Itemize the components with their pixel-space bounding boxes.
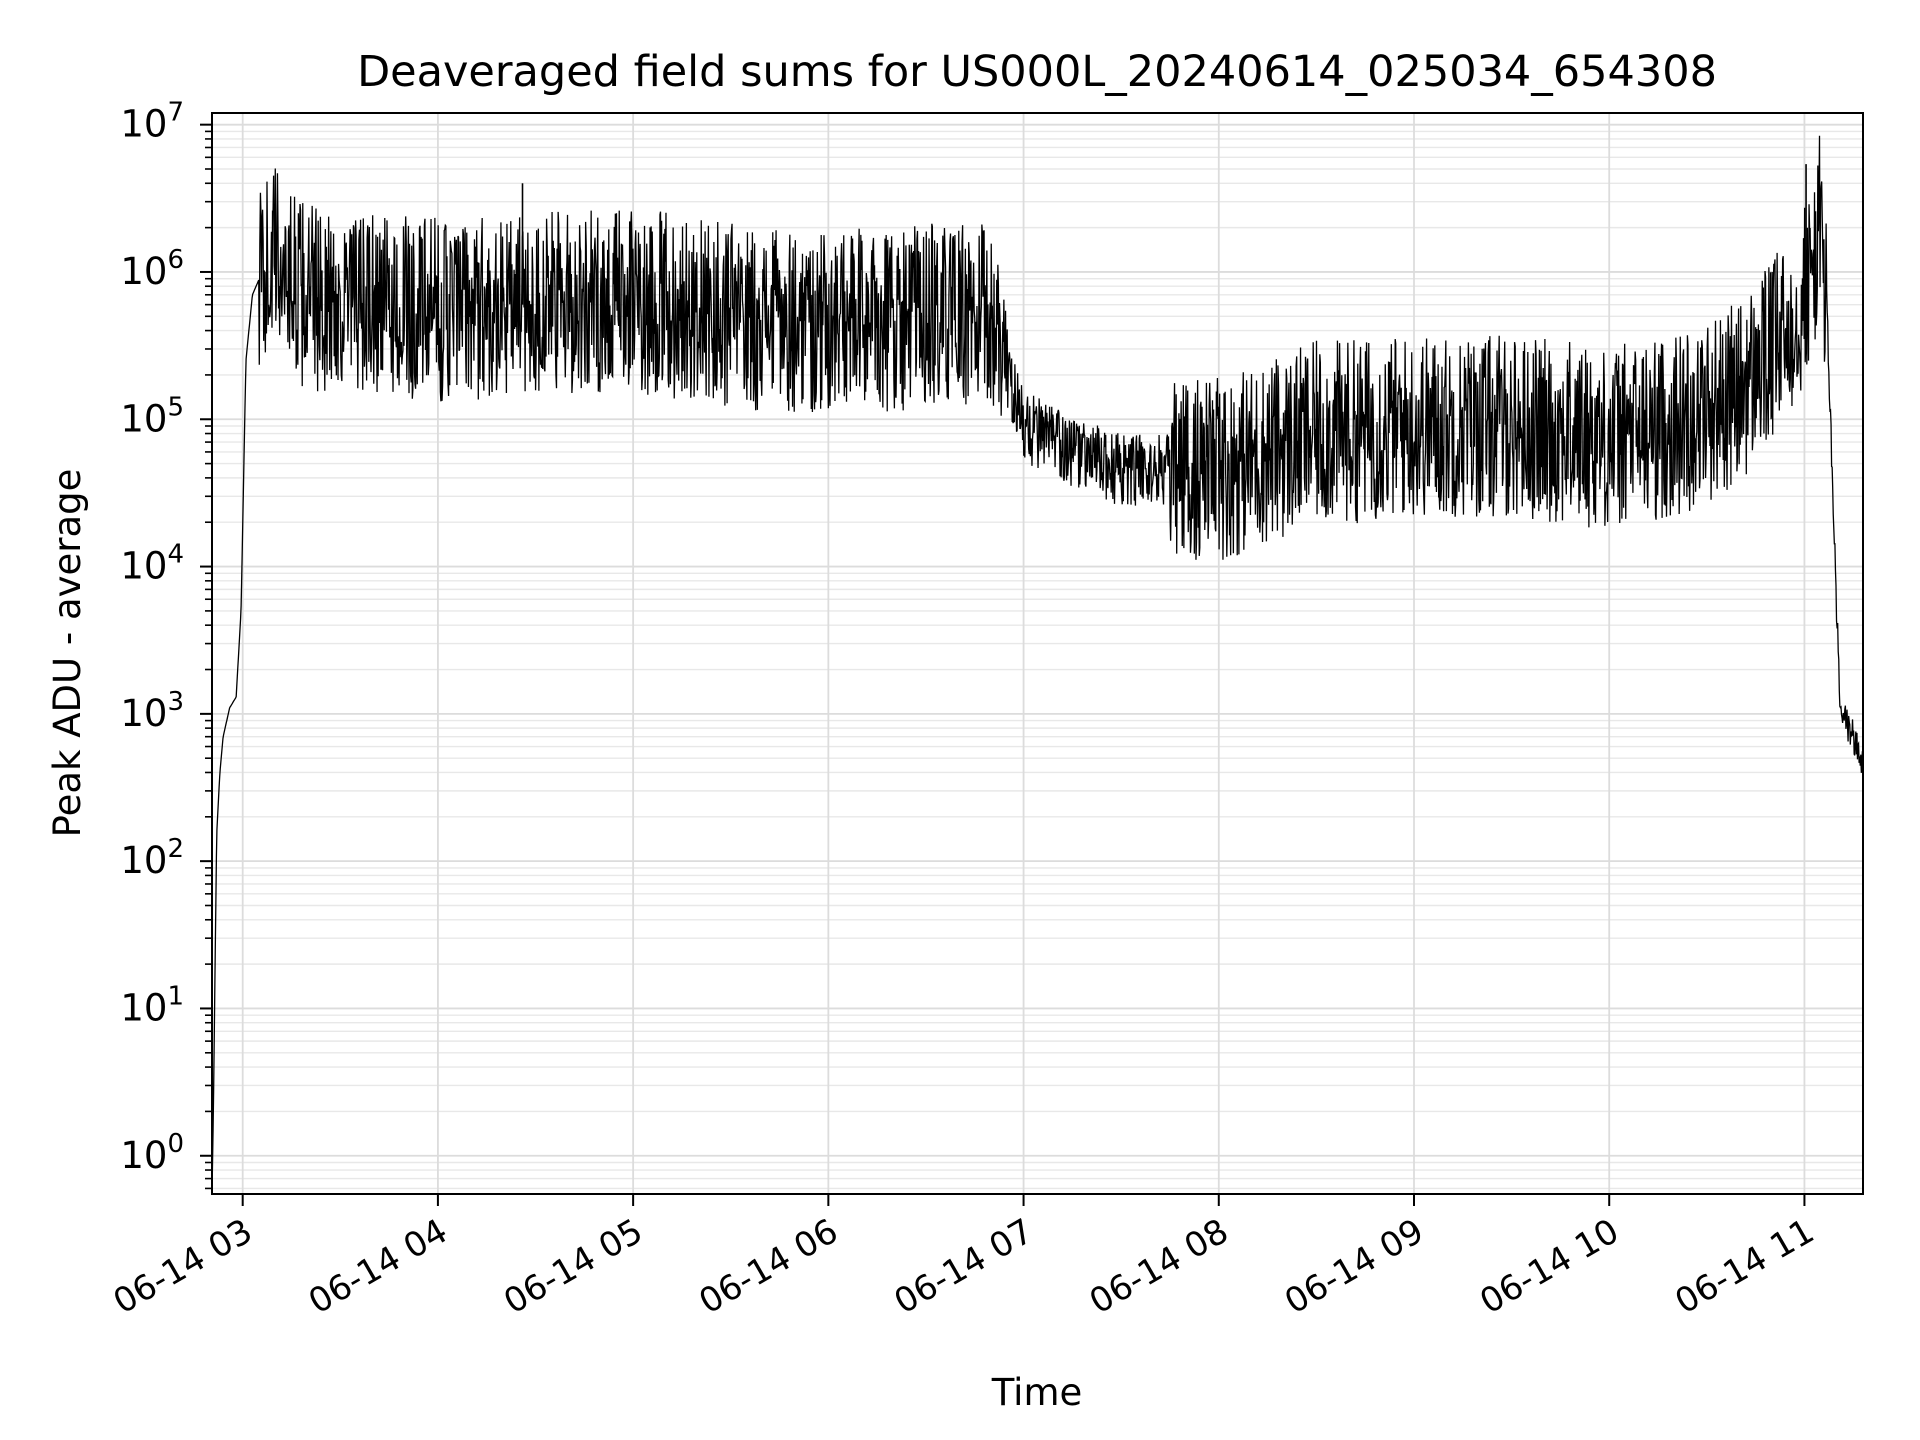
y-tick-label: 102 xyxy=(120,834,184,882)
y-tick-label: 107 xyxy=(120,98,184,146)
y-tick-label: 103 xyxy=(120,687,184,735)
grid-lines xyxy=(212,113,1863,1194)
series-line xyxy=(211,135,1864,1195)
y-tick-label: 101 xyxy=(120,981,184,1029)
series-polyline xyxy=(211,135,1864,1195)
y-tick-label: 100 xyxy=(120,1129,184,1177)
y-tick-label: 106 xyxy=(120,245,184,293)
plot-frame xyxy=(211,112,1864,1195)
x-axis-label: Time xyxy=(991,1371,1083,1414)
y-tick-label: 105 xyxy=(120,392,184,440)
chart-title: Deaveraged field sums for US000L_2024061… xyxy=(357,47,1717,97)
y-axis-label: Peak ADU - average xyxy=(46,469,89,838)
y-axis: 100 101 102 103 104 105 106 107 xyxy=(120,98,212,1190)
y-tick-label: 104 xyxy=(120,540,184,588)
